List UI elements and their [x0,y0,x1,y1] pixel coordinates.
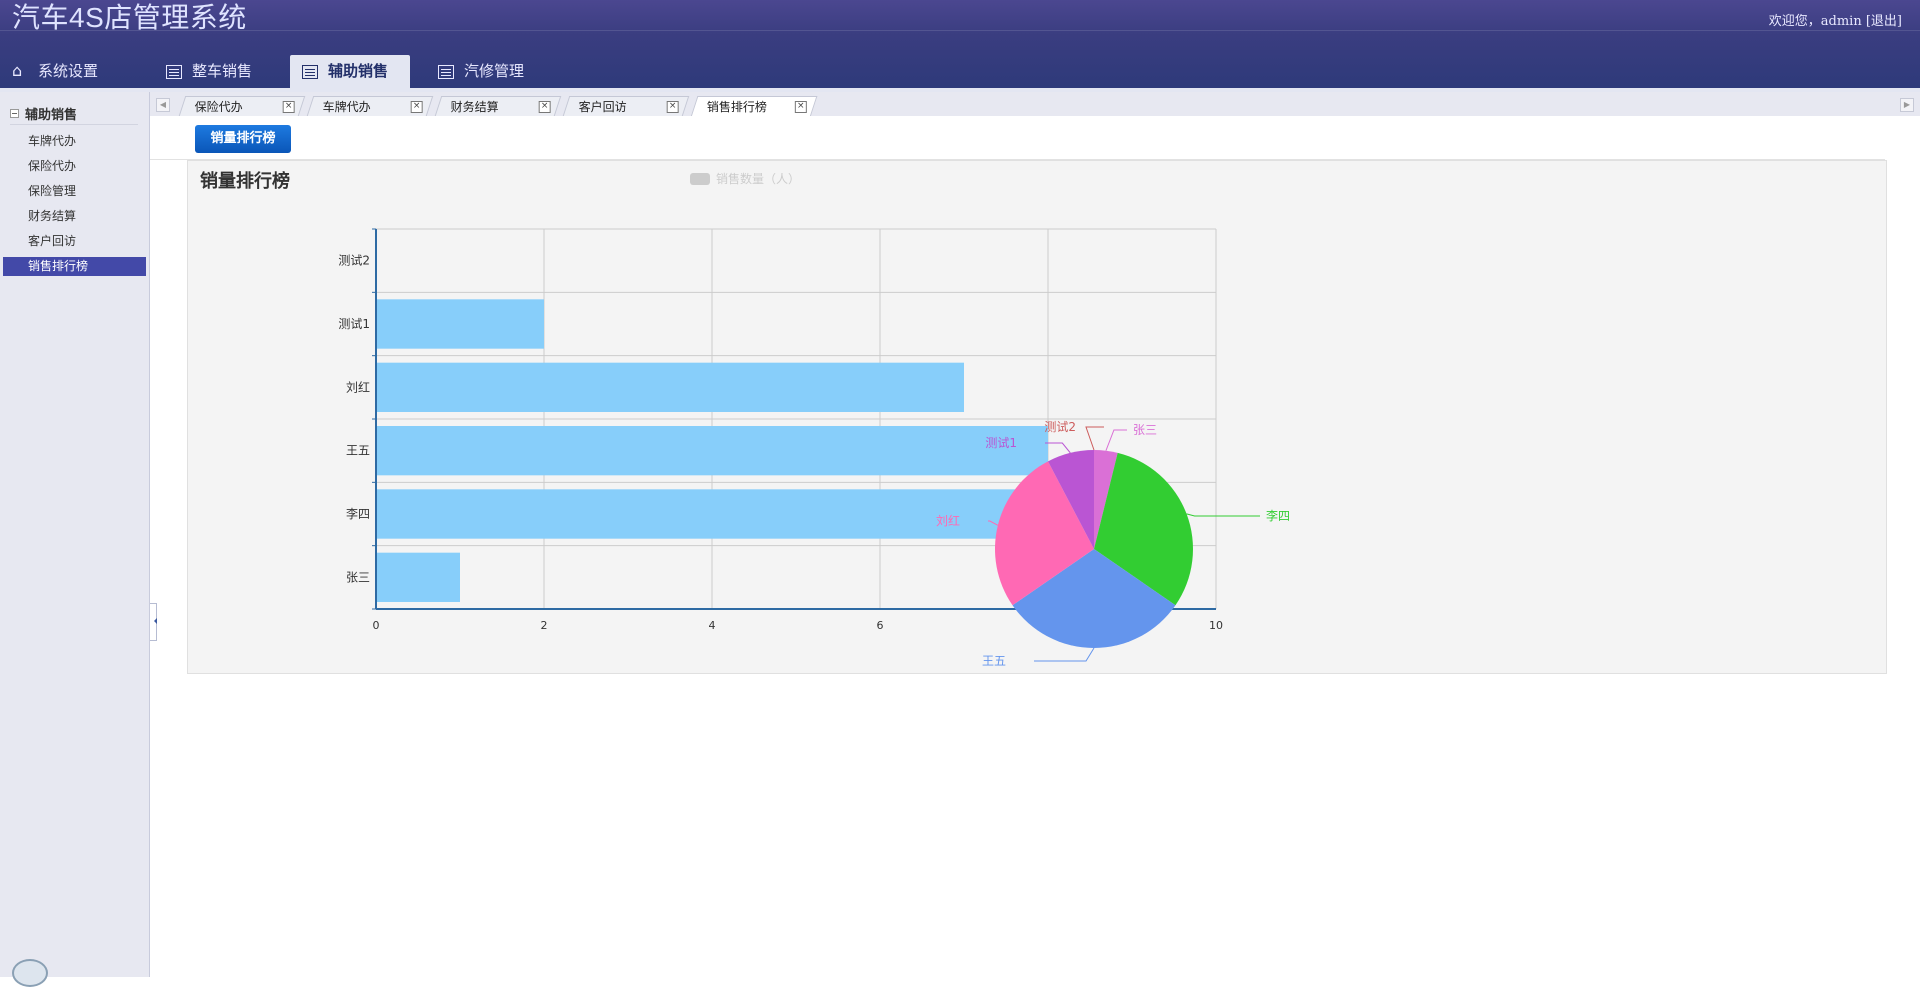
main-content: 销量排行榜 销量排行榜销售数量（人）0246810张三李四王五刘红测试1测试2张… [150,116,1920,977]
pie-label-line [1186,513,1260,517]
x-tick-label: 2 [541,619,548,632]
close-icon[interactable]: × [410,101,423,113]
app-title: 汽车4S店管理系统 [12,2,247,33]
top-nav: 系统设置 整车销售 辅助销售 汽修管理 [0,54,562,88]
topnav-label: 汽修管理 [464,62,525,80]
sidebar-item-customer-visit[interactable]: 客户回访 [28,234,77,248]
sidebar-item-finance-settlement[interactable]: 财务结算 [28,209,77,223]
collapse-icon[interactable] [10,108,19,118]
y-tick-label: 张三 [346,570,370,584]
bar [376,362,964,412]
topnav-label: 辅助销售 [328,62,389,80]
close-icon[interactable]: × [666,101,679,113]
y-tick-label: 王五 [346,444,370,458]
sidebar-item-plate-agency[interactable]: 车牌代办 [28,134,77,148]
table-icon [302,64,318,79]
bar [376,552,460,602]
sales-ranking-button[interactable]: 销量排行榜 [195,125,291,153]
topnav-vehicle-sales[interactable]: 整车销售 [154,55,274,88]
sidebar-heading-label: 辅助销售 [25,107,78,123]
sidebar-item-insurance-agency[interactable]: 保险代办 [28,159,77,173]
app-header: 汽车4S店管理系统 欢迎您，admin [退出] 系统设置 整车销售 辅助销售 … [0,0,1920,88]
close-icon[interactable]: × [538,101,551,113]
topnav-repair-management[interactable]: 汽修管理 [426,55,546,88]
pie-label: 张三 [1133,423,1157,437]
topnav-aux-sales[interactable]: 辅助销售 [290,55,410,88]
pie-slice [1012,549,1176,648]
pie-label-line [1085,426,1104,451]
nav-underline [0,88,1920,92]
y-tick-label: 测试2 [338,253,370,268]
tab-scroll-right-icon[interactable]: ▶ [1900,98,1914,112]
panel-collapse-handle[interactable] [150,603,157,641]
tab-plate-agency[interactable]: 车牌代办 × [306,96,434,116]
chart-canvas: 销量排行榜销售数量（人）0246810张三李四王五刘红测试1测试2张三李四王五刘… [200,170,1290,668]
topnav-label: 系统设置 [38,62,99,80]
legend-label: 销售数量（人） [716,171,800,186]
y-tick-label: 刘红 [346,379,370,394]
tab-finance-settlement[interactable]: 财务结算 × [434,96,562,116]
chart-title: 销量排行榜 [200,170,290,192]
x-tick-label: 6 [877,619,884,632]
x-tick-label: 0 [373,619,380,632]
x-tick-label: 4 [709,619,716,632]
sidebar-bottom-icon[interactable] [12,959,48,987]
sidebar-item-sales-ranking[interactable]: 销售排行榜 [3,257,146,276]
y-tick-label: 李四 [346,506,370,521]
sidebar-item-insurance-management[interactable]: 保险管理 [28,184,77,198]
pie-label: 刘红 [936,513,960,528]
pie-label: 测试1 [985,435,1017,450]
close-icon[interactable]: × [794,101,807,113]
tab-sales-ranking[interactable]: 销售排行榜 × [690,96,818,117]
bar [376,489,1048,539]
x-tick-label: 10 [1209,619,1223,632]
table-icon [166,64,182,79]
legend-swatch [690,173,710,185]
home-icon [12,54,28,87]
pie-slice [995,461,1094,606]
bar [376,426,1048,476]
pie-slice [1094,452,1193,606]
pie-label-line [988,520,999,526]
tab-insurance-agency[interactable]: 保险代办 × [178,96,306,116]
sidebar: 辅助销售 车牌代办 保险代办 保险管理 财务结算 客户回访 销售排行榜 [0,92,150,987]
tab-scroll-left-icon[interactable]: ◀ [156,98,170,112]
pie-label: 王五 [982,654,1006,668]
chart-panel: 销量排行榜销售数量（人）0246810张三李四王五刘红测试1测试2张三李四王五刘… [187,160,1887,674]
sidebar-heading[interactable]: 辅助销售 [10,102,138,125]
sidebar-list: 车牌代办 保险代办 保险管理 财务结算 客户回访 销售排行榜 [3,132,146,282]
y-tick-label: 测试1 [338,316,370,331]
pie-label-line [1045,442,1071,454]
topnav-label: 整车销售 [192,62,253,80]
logout-link[interactable]: [退出] [1865,14,1902,29]
pie-slice [1047,450,1094,549]
header-divider [0,30,1920,31]
pie-label-line [1105,429,1127,451]
pie-label: 李四 [1266,508,1290,523]
bar [376,299,544,349]
tab-customer-visit[interactable]: 客户回访 × [562,96,690,116]
pie-slice [1094,450,1118,549]
content-tabstrip: ◀ 保险代办 × 车牌代办 × 财务结算 × 客户回访 × 销售排行榜 × ▶ [150,92,1920,117]
pie-label-line [1034,647,1095,662]
toolbar: 销量排行榜 [150,116,1885,160]
pie-label: 测试2 [1044,419,1076,434]
topnav-system-settings[interactable]: 系统设置 [0,54,138,88]
close-icon[interactable]: × [282,101,295,113]
welcome-text: 欢迎您，admin [1768,14,1862,29]
welcome-area: 欢迎您，admin [退出] [1769,10,1902,29]
table-icon [438,64,454,79]
